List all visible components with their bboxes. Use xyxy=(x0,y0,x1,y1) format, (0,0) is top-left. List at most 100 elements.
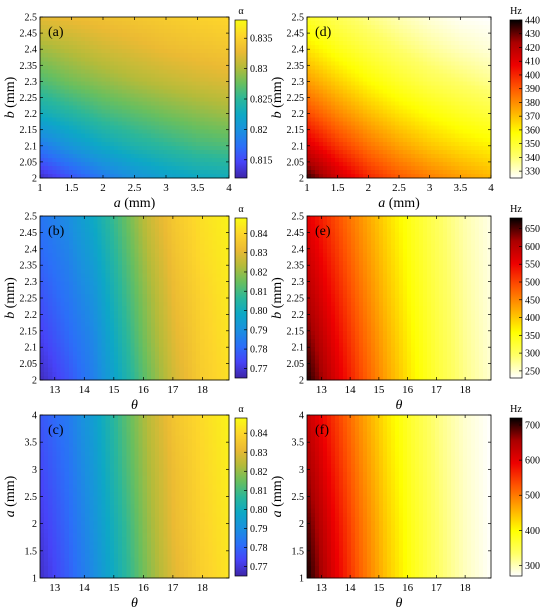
heatmap-cell xyxy=(327,105,332,111)
heatmap-cell xyxy=(109,216,115,221)
heatmap-cell xyxy=(224,129,230,135)
heatmap-cell xyxy=(463,157,468,163)
heatmap-cell xyxy=(447,41,452,46)
heatmap-cell xyxy=(487,77,492,83)
heatmap-cell xyxy=(126,81,131,87)
heatmap-cell xyxy=(122,53,127,58)
heatmap-cell xyxy=(138,298,144,303)
heatmap-cell xyxy=(200,169,205,175)
heatmap-cell xyxy=(395,85,400,91)
heatmap-cell xyxy=(212,77,218,83)
heatmap-cell xyxy=(387,101,392,107)
heatmap-cell xyxy=(60,141,66,147)
heatmap-cell xyxy=(72,165,78,171)
heatmap-cell xyxy=(315,161,320,167)
heatmap-cell xyxy=(455,93,460,99)
heatmap-cell xyxy=(122,29,127,34)
heatmap-cell xyxy=(208,228,214,233)
heatmap-cell xyxy=(187,21,193,26)
heatmap-cell xyxy=(435,169,440,175)
heatmap-cell xyxy=(109,133,115,139)
heatmap-cell xyxy=(68,240,74,246)
heatmap-cell xyxy=(163,133,168,139)
heatmap-cell xyxy=(150,73,156,78)
heatmap-cell xyxy=(44,281,49,287)
heatmap-cell xyxy=(76,101,82,107)
heatmap-cell xyxy=(101,220,107,225)
heatmap-cell xyxy=(134,121,140,127)
heatmap-cell xyxy=(423,53,428,58)
x-tick-label: 4 xyxy=(488,182,494,194)
heatmap-cell xyxy=(40,137,45,143)
heatmap-cell xyxy=(375,113,380,119)
heatmap-cell xyxy=(93,273,99,279)
heatmap-cell xyxy=(159,101,164,107)
heatmap-cell xyxy=(68,302,74,307)
heatmap-cell xyxy=(435,21,440,26)
heatmap-cell xyxy=(479,173,484,179)
heatmap-cell xyxy=(367,161,372,167)
heatmap-cell xyxy=(122,133,127,139)
heatmap-cell xyxy=(126,281,131,287)
heatmap-cell xyxy=(130,257,136,262)
heatmap-cell xyxy=(183,45,189,50)
heatmap-cell xyxy=(40,302,45,307)
heatmap-cell xyxy=(68,293,74,299)
heatmap-cell xyxy=(367,125,372,131)
heatmap-cell xyxy=(471,117,476,123)
heatmap-cell xyxy=(407,73,412,78)
heatmap-cell xyxy=(187,45,193,50)
heatmap-cell xyxy=(192,117,197,123)
heatmap-cell xyxy=(183,157,189,163)
heatmap-cell xyxy=(155,173,160,179)
heatmap-cell xyxy=(93,121,99,127)
heatmap-cell xyxy=(455,41,460,46)
heatmap-cell xyxy=(118,257,123,262)
heatmap-cell xyxy=(419,45,424,50)
heatmap-cell xyxy=(81,137,86,143)
heatmap-cell xyxy=(155,125,160,131)
heatmap-cell xyxy=(224,97,230,103)
heatmap-cell xyxy=(224,281,230,287)
heatmap-cell xyxy=(72,173,78,179)
heatmap-cell xyxy=(64,121,70,127)
heatmap-cell xyxy=(76,137,82,143)
heatmap-cell xyxy=(64,257,70,262)
heatmap-cell xyxy=(379,117,384,123)
heatmap-cell xyxy=(101,69,107,74)
heatmap-cell xyxy=(175,285,181,291)
heatmap-cell xyxy=(68,310,74,315)
heatmap-cell xyxy=(391,97,396,103)
heatmap-cell xyxy=(367,169,372,175)
heatmap-cell xyxy=(224,149,230,155)
heatmap-cell xyxy=(315,69,320,74)
heatmap-cell xyxy=(146,41,152,46)
heatmap-cell xyxy=(208,314,214,320)
heatmap-cell xyxy=(439,141,444,147)
heatmap-cell xyxy=(40,161,45,167)
heatmap-cell xyxy=(343,25,348,30)
heatmap-cell xyxy=(423,65,428,70)
heatmap-cell xyxy=(487,165,492,171)
heatmap-cell xyxy=(60,173,66,179)
heatmap-cell xyxy=(85,153,90,159)
heatmap-cell xyxy=(391,17,396,22)
heatmap-cell xyxy=(383,129,388,135)
heatmap-cell xyxy=(319,125,324,131)
heatmap-cell xyxy=(423,61,428,66)
heatmap-cell xyxy=(138,265,144,270)
heatmap-cell xyxy=(171,273,177,279)
heatmap-cell xyxy=(56,21,62,26)
heatmap-cell xyxy=(97,89,103,95)
heatmap-cell xyxy=(81,41,86,46)
heatmap-cell xyxy=(93,41,99,46)
heatmap-cell xyxy=(81,113,86,119)
heatmap-cell xyxy=(101,224,107,229)
heatmap-cell xyxy=(455,81,460,87)
heatmap-cell xyxy=(138,141,144,147)
heatmap-cell xyxy=(427,57,432,62)
heatmap-cell xyxy=(220,240,226,246)
heatmap-cell xyxy=(72,17,78,22)
heatmap-cell xyxy=(81,57,86,62)
heatmap-cell xyxy=(40,77,45,83)
